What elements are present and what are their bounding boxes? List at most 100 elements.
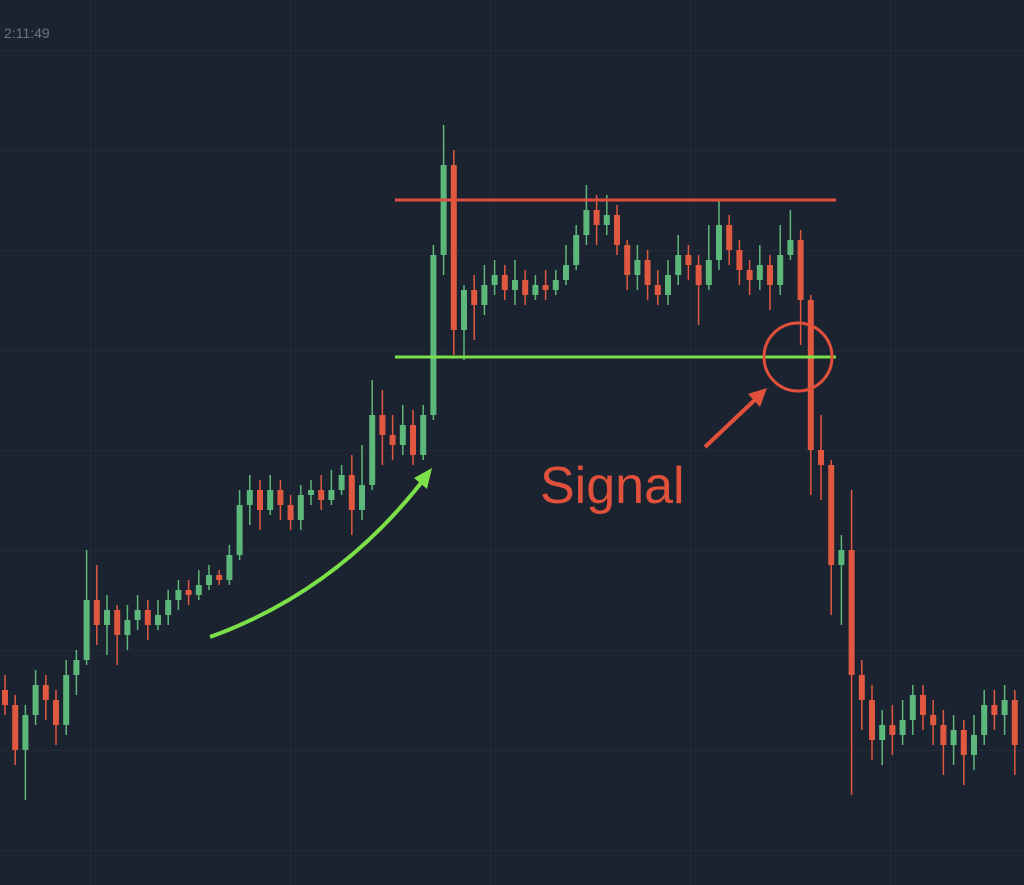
candle-body <box>359 485 365 510</box>
candle-body <box>42 685 49 700</box>
candle-body <box>246 490 253 505</box>
candle-body <box>695 265 702 285</box>
candle-body <box>583 210 590 235</box>
candle-body <box>889 725 896 735</box>
candle-body <box>950 730 957 745</box>
candle-body <box>858 675 865 700</box>
candle-body <box>236 505 243 555</box>
candle-body <box>563 265 569 280</box>
candle-body <box>216 575 223 580</box>
candle-body <box>818 450 824 465</box>
candle-body <box>206 575 212 585</box>
candle-body <box>573 235 580 265</box>
signal-label: Signal <box>540 457 685 515</box>
candle-body <box>226 555 233 580</box>
candle-body <box>879 725 886 740</box>
candle-body <box>869 700 875 740</box>
candle-body <box>787 240 794 255</box>
signal-circle <box>762 321 834 393</box>
candle-body <box>461 290 467 330</box>
time-label: 2:11:49 <box>4 25 50 41</box>
signal-arrow <box>703 393 762 449</box>
candle-body <box>22 715 29 750</box>
candle-body <box>389 435 396 445</box>
candle-body <box>185 590 192 595</box>
candle-body <box>848 550 855 675</box>
candle-body <box>603 215 610 225</box>
candle-body <box>114 610 121 635</box>
candle-body <box>512 280 518 290</box>
candle-body <box>644 260 651 285</box>
candle-body <box>634 260 641 275</box>
candle-body <box>12 705 19 750</box>
candle-body <box>267 490 274 510</box>
candle-body <box>624 245 631 275</box>
candle-body <box>930 715 937 725</box>
candle-body <box>318 490 325 500</box>
trend-arrow-head <box>414 468 432 489</box>
candle-body <box>481 285 488 305</box>
candle-body <box>552 280 559 290</box>
candle-body <box>532 285 539 295</box>
candle-body <box>440 165 447 255</box>
candle-body <box>73 660 80 675</box>
candle-body <box>838 550 845 565</box>
candle-body <box>746 270 753 280</box>
candle-body <box>940 725 947 745</box>
candle-body <box>277 490 284 505</box>
candle-body <box>32 685 39 715</box>
candle-body <box>654 285 661 295</box>
candle-body <box>971 735 977 755</box>
candle-body <box>1011 700 1018 745</box>
candle-body <box>328 490 335 500</box>
candle-body <box>675 255 682 275</box>
candle-body <box>450 165 457 330</box>
candle-body <box>705 260 712 285</box>
candle-body <box>83 600 90 660</box>
candle-body <box>665 275 671 295</box>
candle-body <box>685 255 692 265</box>
candle-body <box>828 465 835 565</box>
candle-body <box>981 705 988 735</box>
annotations: Signal <box>209 198 836 639</box>
candle-body <box>756 265 763 280</box>
candle-body <box>195 585 202 595</box>
candle-body <box>522 280 529 295</box>
candle-body <box>501 275 508 290</box>
candle-body <box>155 615 161 625</box>
candle-body <box>308 490 314 495</box>
signal-arrow-head <box>748 388 767 407</box>
candle-body <box>297 495 304 520</box>
candle-body <box>2 690 8 705</box>
candle-body <box>909 695 916 720</box>
candle-body <box>53 700 59 725</box>
candle-body <box>491 275 498 285</box>
candle-body <box>960 730 967 755</box>
candle-body <box>542 285 549 290</box>
candle-body <box>144 610 151 625</box>
candle-body <box>348 475 355 510</box>
candles <box>2 125 1018 800</box>
candle-body <box>124 620 131 635</box>
candle-body <box>104 610 110 625</box>
candle-body <box>807 300 814 450</box>
candle-body <box>593 210 600 225</box>
candle-body <box>379 415 386 435</box>
trend-arrow <box>209 472 430 639</box>
candle-body <box>1001 700 1008 715</box>
candle-body <box>165 600 172 615</box>
candle-body <box>420 415 427 455</box>
candle-body <box>614 215 620 245</box>
candle-body <box>726 225 733 250</box>
candle-body <box>777 255 784 285</box>
candle-body <box>63 675 70 725</box>
candle-body <box>991 705 998 715</box>
candle-body <box>287 505 294 520</box>
candle-body <box>471 290 478 305</box>
candle-body <box>134 610 141 620</box>
candle-body <box>797 240 804 300</box>
candle-body <box>257 490 263 510</box>
candle-body <box>736 250 743 270</box>
